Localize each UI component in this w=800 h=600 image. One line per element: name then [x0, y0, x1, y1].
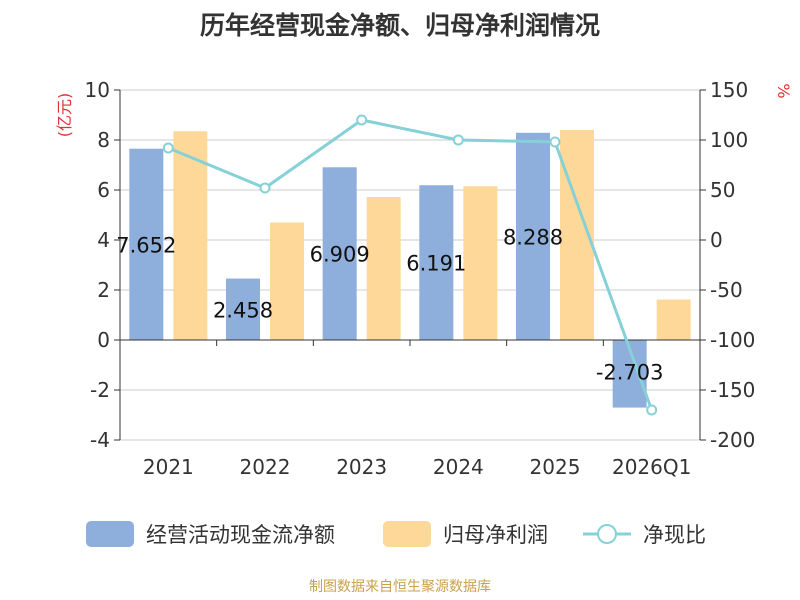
- category-label: 2023: [336, 455, 387, 479]
- category-label: 2025: [530, 455, 581, 479]
- category-label: 2026Q1: [612, 455, 691, 479]
- net-profit-bar: [366, 197, 401, 340]
- legend: 经营活动现金流净额 归母净利润 净现比: [86, 521, 706, 547]
- legend-label-ratio: 净现比: [643, 523, 706, 547]
- legend-swatch-cashflow: [86, 521, 134, 547]
- bars: [129, 130, 691, 408]
- left-tick-label: 8: [97, 128, 110, 152]
- ratio-point: [356, 114, 368, 126]
- left-tick-label: 0: [97, 328, 110, 352]
- legend-label-cashflow: 经营活动现金流净额: [146, 523, 335, 547]
- ratio-point: [549, 136, 561, 148]
- net-profit-bar: [656, 299, 691, 340]
- right-tick-label: -200: [710, 428, 755, 452]
- ratio-point: [162, 142, 174, 154]
- cashflow-data-label: 8.288: [503, 225, 563, 249]
- net-profit-bar: [270, 222, 304, 340]
- right-tick-label: -100: [710, 328, 755, 352]
- ratio-line-path: [167, 118, 654, 411]
- net-profit-bar: [173, 131, 208, 340]
- cashflow-bar: [322, 167, 357, 340]
- left-axis-unit: (亿元): [55, 93, 74, 138]
- data-labels: 7.652 2.458 6.909 6.191 8.288 -2.703: [116, 225, 663, 384]
- cashflow-data-label: 6.909: [310, 243, 370, 267]
- cashflow-bar: [226, 278, 260, 340]
- cashflow-bar: [129, 148, 164, 340]
- cashflow-bar: [419, 185, 454, 340]
- left-tick-label: -2: [90, 378, 110, 402]
- source-note: 制图数据来自恒生聚源数据库: [309, 579, 491, 595]
- ratio-point: [452, 134, 464, 146]
- right-tick-label: 50: [710, 178, 735, 202]
- cashflow-data-label: -2.703: [596, 361, 664, 385]
- right-tick-label: -50: [710, 278, 743, 302]
- cashflow-data-label: 2.458: [213, 298, 273, 322]
- category-label: 2024: [433, 455, 484, 479]
- right-axis-unit: %: [774, 83, 793, 98]
- category-label: 2021: [143, 455, 194, 479]
- left-tick-label: 6: [97, 178, 110, 202]
- cashflow-data-label: 6.191: [406, 252, 466, 276]
- category-label: 2022: [240, 455, 291, 479]
- left-tick-label: -4: [90, 428, 110, 452]
- ratio-point: [646, 404, 658, 416]
- left-tick-label: 4: [97, 228, 110, 252]
- legend-marker-ratio: [597, 524, 617, 544]
- cashflow-bar: [516, 132, 550, 340]
- ratio-line: [162, 114, 658, 416]
- left-tick-label: 10: [85, 78, 110, 102]
- right-tick-label: 100: [710, 128, 748, 152]
- ratio-point: [259, 182, 271, 194]
- cashflow-data-label: 7.652: [116, 233, 176, 257]
- right-tick-label: -150: [710, 378, 755, 402]
- right-tick-label: 0: [710, 228, 723, 252]
- legend-label-net-profit: 归母净利润: [443, 523, 548, 547]
- chart-title: 历年经营现金净额、归母净利润情况: [200, 11, 600, 40]
- right-tick-label: 150: [710, 78, 748, 102]
- legend-swatch-net-profit: [383, 521, 431, 547]
- net-profit-bar: [463, 186, 498, 340]
- left-tick-label: 2: [97, 278, 110, 302]
- axes: 10 8 6 4 2 0 -2 -4 150 100 50 0 -50 -100 -150 -200 2021 2…: [85, 78, 756, 479]
